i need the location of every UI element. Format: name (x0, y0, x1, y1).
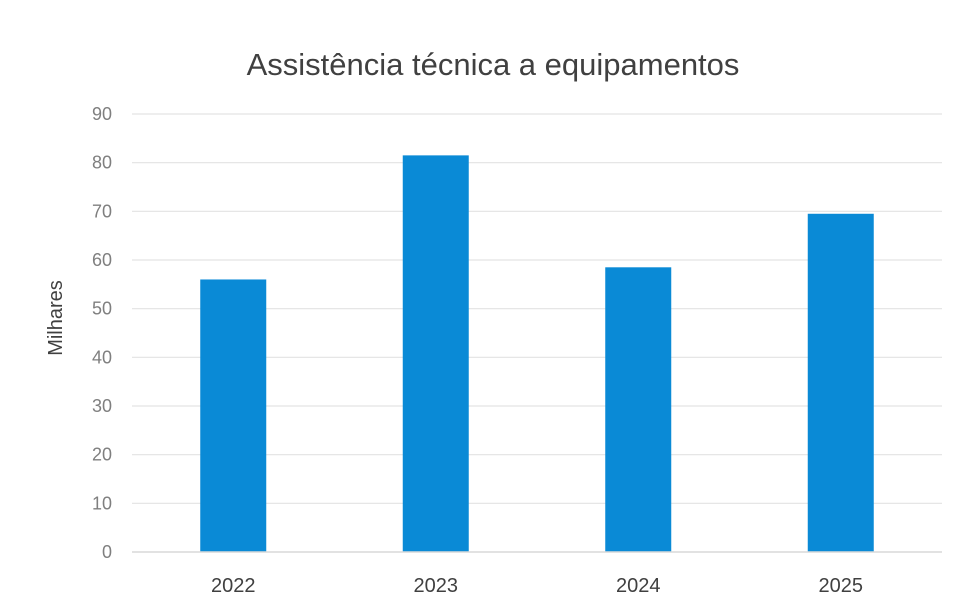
x-category-label: 2024 (616, 575, 661, 597)
y-tick-label: 50 (92, 299, 112, 319)
y-tick-label: 30 (92, 396, 112, 416)
y-tick-labels: 0 10 20 30 40 50 60 70 80 90 (92, 104, 112, 562)
x-category-label: 2025 (819, 575, 864, 597)
y-tick-label: 70 (92, 201, 112, 221)
y-axis-label: Milhares (45, 280, 67, 356)
y-tick-label: 80 (92, 153, 112, 173)
bar-2024 (605, 267, 672, 552)
y-tick-label: 40 (92, 347, 112, 367)
x-category-label: 2022 (211, 575, 256, 597)
x-category-label: 2023 (414, 575, 459, 597)
gridlines (132, 113, 942, 504)
y-tick-label: 0 (102, 542, 112, 562)
y-tick-label: 20 (92, 445, 112, 465)
y-tick-label: 90 (92, 104, 112, 124)
chart-title: Assistência técnica a equipamentos (247, 47, 740, 82)
bar-2025 (807, 213, 874, 552)
bars (200, 155, 874, 552)
y-tick-label: 60 (92, 250, 112, 270)
y-tick-label: 10 (92, 493, 112, 513)
bar-2023 (402, 155, 469, 552)
x-category-labels: 2022 2023 2024 2025 (211, 575, 863, 597)
bar-2022 (200, 279, 267, 552)
